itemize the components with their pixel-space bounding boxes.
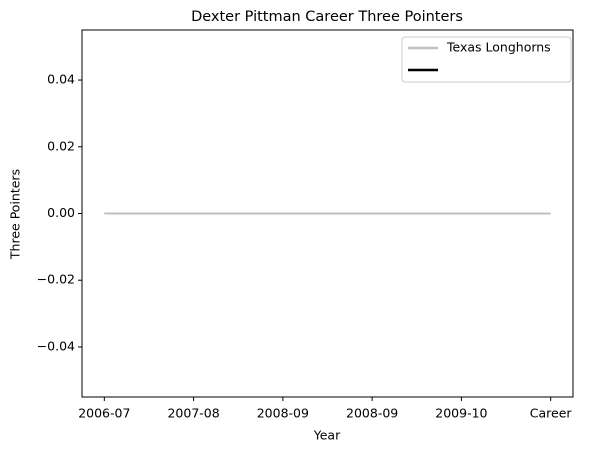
legend-box <box>401 36 572 83</box>
x-axis-label: Year <box>313 428 341 443</box>
y-tick-label: −0.02 <box>37 272 75 287</box>
x-tick-label: 2006-07 <box>78 406 130 421</box>
axes-frame <box>81 29 574 398</box>
x-tick-label: 2007-08 <box>167 406 219 421</box>
x-tick-label: Career <box>530 406 573 421</box>
y-tick-label: 0.00 <box>47 205 75 220</box>
y-tick-label: 0.02 <box>47 138 75 153</box>
y-tick-label: −0.04 <box>37 338 75 353</box>
y-axis-label: Three Pointers <box>8 169 23 260</box>
x-tick-label: 2008-09 <box>257 406 309 421</box>
x-tick-label: 2008-09 <box>346 406 398 421</box>
y-tick-label: 0.04 <box>47 72 75 87</box>
legend-label: Texas Longhorns <box>446 40 551 55</box>
x-tick-label: 2009-10 <box>435 406 487 421</box>
chart-title: Dexter Pittman Career Three Pointers <box>191 9 463 25</box>
